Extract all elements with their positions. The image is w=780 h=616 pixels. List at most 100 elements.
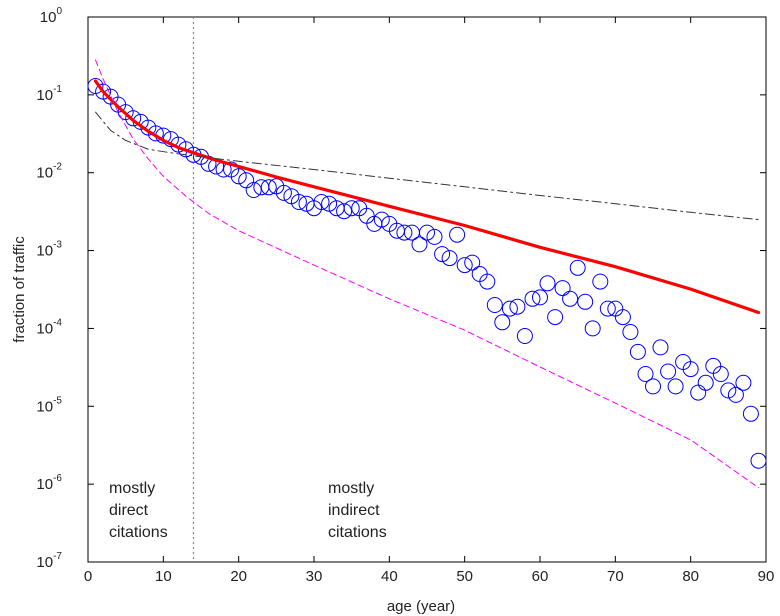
data-point	[343, 200, 360, 217]
data-point	[479, 273, 496, 290]
data-point	[697, 374, 714, 391]
data-point	[290, 194, 307, 210]
data-point	[321, 195, 338, 212]
y-tick-base: 10	[36, 554, 53, 571]
x-tick-label: 10	[155, 568, 172, 585]
y-tick-label: 10-3	[36, 240, 62, 260]
y-tick-exponent: -7	[53, 551, 62, 562]
y-tick-label: 10-4	[36, 317, 62, 337]
x-tick-label: 70	[607, 568, 624, 585]
data-point	[547, 309, 564, 326]
data-point	[456, 257, 473, 274]
data-point	[720, 382, 737, 399]
data-point	[712, 366, 729, 382]
series-line-solid	[93, 79, 761, 315]
y-tick-label: 10-1	[36, 84, 62, 104]
data-point	[750, 452, 767, 469]
data-point	[434, 246, 451, 263]
data-point	[464, 254, 481, 271]
data-point	[584, 320, 601, 337]
data-point	[660, 363, 677, 380]
y-tick-exponent: -3	[53, 240, 62, 251]
x-tick-label: 0	[84, 568, 92, 585]
data-point	[592, 273, 609, 290]
x-tick-label: 30	[306, 568, 323, 585]
series-line-dashed	[95, 59, 759, 489]
annotation-line: indirect	[328, 502, 380, 519]
data-point	[637, 366, 654, 382]
y-tick-base: 10	[36, 87, 53, 104]
data-point	[742, 405, 759, 422]
annotation-line: mostly	[109, 480, 155, 497]
data-point	[524, 290, 541, 307]
x-tick-label: 90	[758, 568, 775, 585]
data-point	[230, 168, 247, 185]
data-point	[599, 300, 616, 317]
data-point	[245, 182, 262, 198]
y-tick-base: 10	[36, 165, 53, 182]
x-axis-label: age (year)	[387, 598, 455, 615]
annotation-line: mostly	[328, 480, 374, 497]
y-tick-label: 100	[40, 6, 63, 26]
y-tick-exponent: 0	[56, 6, 62, 17]
data-point	[260, 179, 277, 196]
y-tick-exponent: -5	[53, 395, 62, 406]
data-point	[577, 293, 594, 310]
data-point	[373, 211, 390, 228]
data-point	[313, 194, 330, 210]
y-axis-label: fraction of traffic	[11, 236, 28, 343]
data-point	[509, 298, 526, 315]
y-tick-exponent: -1	[53, 84, 62, 95]
data-point	[275, 184, 292, 201]
data-point	[501, 300, 518, 317]
annotation-line: direct	[109, 502, 149, 519]
data-point	[419, 224, 435, 241]
data-point	[125, 110, 142, 127]
y-tick-label: 10-5	[36, 395, 62, 415]
y-tick-exponent: -4	[53, 317, 62, 328]
data-point	[449, 226, 466, 243]
x-tick-label: 60	[532, 568, 549, 585]
data-point	[494, 314, 511, 331]
data-point	[441, 250, 458, 267]
data-point	[682, 361, 699, 378]
data-point	[569, 259, 586, 276]
x-tick-label: 80	[682, 568, 699, 585]
data-point	[727, 386, 744, 403]
annotation-line: citations	[328, 524, 387, 541]
y-tick-label: 10-2	[36, 162, 62, 182]
y-tick-base: 10	[36, 320, 53, 337]
y-tick-base: 10	[36, 398, 53, 415]
data-point	[614, 309, 631, 326]
data-point	[554, 280, 571, 297]
y-tick-exponent: -6	[53, 473, 62, 484]
x-tick-label: 20	[230, 568, 247, 585]
data-point	[516, 328, 533, 344]
y-tick-base: 10	[36, 476, 53, 493]
data-point	[426, 228, 443, 245]
data-point	[652, 339, 669, 356]
x-tick-label: 40	[381, 568, 398, 585]
y-tick-base: 10	[36, 243, 53, 260]
data-point	[411, 236, 428, 253]
data-point	[622, 324, 639, 340]
y-tick-label: 10-7	[36, 551, 62, 571]
x-tick-label: 50	[456, 568, 473, 585]
data-point	[336, 203, 353, 220]
data-point	[562, 290, 579, 307]
data-point	[539, 275, 556, 292]
y-tick-label: 10-6	[36, 473, 62, 493]
scatter-series	[87, 78, 767, 469]
data-point	[629, 343, 646, 360]
data-point	[735, 374, 752, 391]
plot-frame	[87, 16, 767, 563]
annotation-line: citations	[109, 524, 168, 541]
data-point	[396, 224, 413, 241]
data-point	[532, 289, 548, 306]
data-point	[667, 378, 684, 395]
data-point	[486, 297, 503, 313]
series-line-dashdot	[95, 111, 759, 221]
y-tick-base: 10	[40, 9, 57, 26]
